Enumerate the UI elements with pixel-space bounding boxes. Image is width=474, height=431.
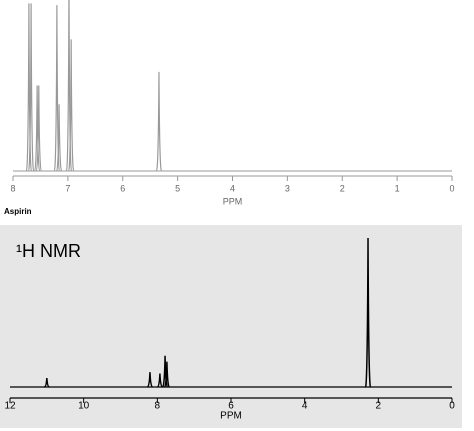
peak (68, 39, 75, 172)
x-tick-label: 7 (65, 183, 70, 193)
peak (163, 361, 171, 388)
x-tick-label: 0 (449, 401, 455, 412)
panel (0, 225, 462, 428)
x-tick-label: 4 (230, 183, 235, 193)
x-tick-label: 8 (10, 183, 15, 193)
peak (155, 71, 163, 172)
x-tick-label: 4 (302, 401, 308, 412)
x-tick-label: 10 (78, 401, 90, 412)
x-tick-label: 3 (285, 183, 290, 193)
x-axis-label: PPM (223, 196, 243, 206)
peak (25, 3, 33, 172)
caption: Aspirin (4, 207, 32, 216)
peak (364, 238, 372, 388)
x-tick-label: 6 (228, 401, 234, 412)
peak (161, 355, 169, 388)
x-tick-label: 1 (395, 183, 400, 193)
peak (157, 373, 163, 388)
x-axis-label: PPM (220, 411, 242, 422)
x-tick-label: 2 (340, 183, 345, 193)
peak (35, 85, 42, 172)
peak (34, 85, 41, 172)
peak (65, 0, 73, 172)
x-tick-label: 6 (120, 183, 125, 193)
peak (147, 372, 153, 388)
x-tick-label: 5 (175, 183, 180, 193)
x-tick-label: 12 (4, 401, 16, 412)
peak (44, 378, 50, 388)
x-tick-label: 8 (155, 401, 161, 412)
peak (28, 3, 35, 172)
peak (55, 104, 63, 172)
x-tick-label: 2 (376, 401, 382, 412)
x-tick-label: 0 (449, 183, 454, 193)
chart-title: ¹H NMR (16, 241, 81, 261)
